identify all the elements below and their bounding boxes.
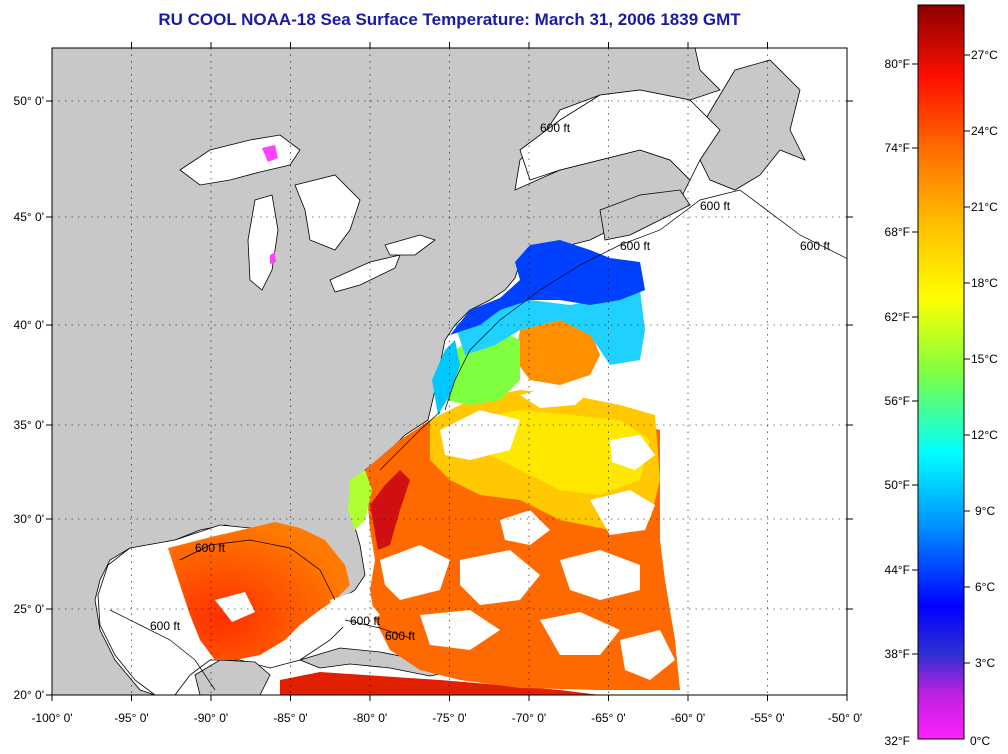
c-label: 9°C [975,504,995,518]
map-area: 600 ft 600 ft 600 ft 600 ft 600 ft 600 f… [52,48,847,695]
land-nova-scotia [599,189,691,241]
depth-contours [109,189,847,691]
longitude-labels: -100° 0' -95° 0' -90° 0' -85° 0' -80° 0'… [31,711,862,725]
lon-label: -50° 0' [828,711,862,725]
f-label: 38°F [885,647,910,661]
sst-slope-orange [515,320,600,385]
c-label: 0°C [970,734,990,748]
cloud-mask [215,385,675,680]
c-label: 24°C [971,124,998,138]
sst-cold-blue [450,240,645,335]
lat-label: 50° 0' [14,94,44,108]
c-label: 3°C [975,656,995,670]
sst-carolina-green [348,470,372,530]
sst-caribbean [280,672,600,695]
colorbar-f-labels: 80°F 74°F 68°F 62°F 56°F 50°F 44°F 38°F … [885,57,910,748]
lake-huron [294,174,361,251]
contour-label: 600 ft [540,121,571,135]
f-label: 32°F [885,734,910,748]
f-label: 50°F [885,478,910,492]
lake-michigan [247,194,279,291]
sst-nearshore-cyan [432,340,460,415]
contour-label: 600 ft [195,541,226,555]
colorbar-c-labels: 27°C 24°C 21°C 18°C 15°C 12°C 9°C 6°C 3°… [970,48,998,748]
lake-ice-patch [262,145,278,162]
lake-ice-patch [270,252,276,264]
sst-slope-green [440,330,520,405]
lat-label: 40° 0' [14,318,44,332]
colorbar-ticks [912,54,970,664]
c-label: 12°C [971,428,998,442]
lat-label: 35° 0' [14,418,44,432]
f-label: 74°F [885,141,910,155]
contour-label: 600 ft [620,239,651,253]
f-label: 44°F [885,563,910,577]
c-label: 6°C [975,580,995,594]
lon-label: -75° 0' [432,711,466,725]
contour-label: 600 ft [385,629,416,643]
lon-label: -55° 0' [750,711,784,725]
lon-label: -65° 0' [591,711,625,725]
lake-erie [329,254,401,293]
sst-gulf [168,522,350,660]
lon-label: -90° 0' [194,711,228,725]
lat-label: 30° 0' [14,512,44,526]
contour-label: 600 ft [700,199,731,213]
lat-label: 20° 0' [14,688,44,702]
colorbar [917,4,965,740]
lon-label: -85° 0' [273,711,307,725]
lon-label: -70° 0' [512,711,546,725]
contour-label: 600 ft [150,619,181,633]
land-newfoundland [699,59,806,191]
contour-label: 600 ft [350,614,381,628]
contour-labels: 600 ft 600 ft 600 ft 600 ft 600 ft 600 f… [150,121,831,643]
map-title: RU COOL NOAA-18 Sea Surface Temperature:… [158,10,741,29]
c-label: 18°C [971,276,998,290]
lat-label: 25° 0' [14,602,44,616]
lon-label: -95° 0' [114,711,148,725]
c-label: 15°C [971,352,998,366]
lake-ontario [384,234,436,256]
c-label: 27°C [971,48,998,62]
lon-label: -80° 0' [353,711,387,725]
latitude-labels: 50° 0' 45° 0' 40° 0' 35° 0' 30° 0' 25° 0… [14,94,44,702]
contour-label: 600 ft [800,239,831,253]
gulf-st-lawrence [519,89,721,181]
f-label: 68°F [885,225,910,239]
lat-label: 45° 0' [14,210,44,224]
c-label: 21°C [971,200,998,214]
graticule [52,48,847,695]
f-label: 56°F [885,394,910,408]
axis-ticks [46,42,853,701]
lon-label: -60° 0' [671,711,705,725]
f-label: 62°F [885,310,910,324]
f-label: 80°F [885,57,910,71]
sst-gulfstream-core [370,470,410,550]
lon-label: -100° 0' [31,711,72,725]
